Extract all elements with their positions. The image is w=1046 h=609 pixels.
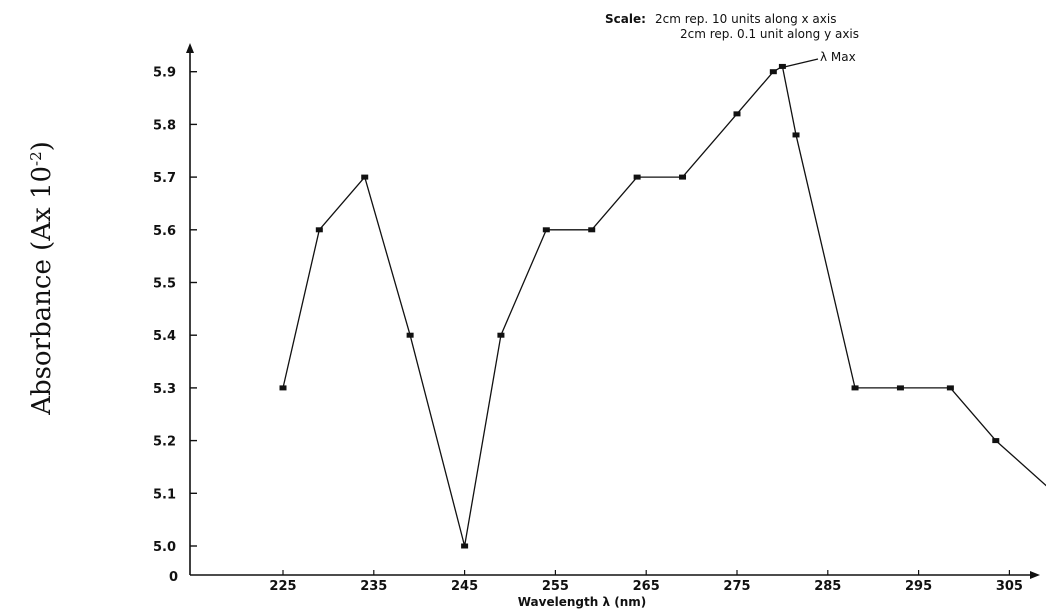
data-point	[406, 332, 414, 338]
scale-label: Scale:	[605, 12, 646, 26]
scale-line-x: 2cm rep. 10 units along x axis	[655, 12, 836, 26]
x-tick-label: 255	[542, 579, 569, 594]
y-axis-arrow	[186, 43, 194, 53]
y-tick-label: 5.2	[153, 435, 176, 450]
scale-line-y: 2cm rep. 0.1 unit along y axis	[680, 27, 859, 41]
lambda-max-pointer	[779, 58, 819, 69]
data-point	[279, 385, 287, 391]
y-axis-title: Absorbance (Ax 10-2)	[27, 141, 57, 416]
data-point	[679, 174, 687, 180]
y-tick-label: 5.9	[153, 66, 176, 81]
x-tick-label: 225	[269, 579, 296, 594]
data-point	[778, 63, 786, 69]
axes	[186, 43, 1040, 579]
data-point	[497, 332, 505, 338]
y-tick-label: 5.0	[153, 540, 176, 555]
x-tick-label: 275	[723, 579, 750, 594]
data-point	[361, 174, 369, 180]
data-point	[896, 385, 904, 391]
x-tick-label: 305	[996, 579, 1023, 594]
data-point	[461, 543, 469, 549]
y-tick-label: 5.6	[153, 224, 176, 239]
x-tick-label: 245	[451, 579, 478, 594]
y-tick-label: 5.8	[153, 118, 176, 133]
data-point	[633, 174, 641, 180]
data-point	[946, 385, 954, 391]
data-point	[769, 69, 777, 75]
origin-label: 0	[169, 570, 178, 585]
x-axis-arrow	[1030, 571, 1040, 579]
data-series	[279, 63, 1046, 549]
x-tick-label: 235	[360, 579, 387, 594]
data-point	[792, 132, 800, 138]
data-point	[851, 385, 859, 391]
series-line	[282, 65, 1046, 547]
lambda-max-label: λ Max	[820, 50, 856, 64]
y-tick-label: 5.7	[153, 171, 176, 186]
x-tick-label: 295	[905, 579, 932, 594]
data-point	[542, 227, 550, 233]
y-tick-label: 5.1	[153, 487, 176, 502]
x-tick-label: 265	[633, 579, 660, 594]
ticks: 5.0 5.1 5.2 5.3 5.4 5.5 5.6 5.7 5.8 5.9 225 235 245 2…	[153, 66, 1023, 594]
data-point	[733, 111, 741, 117]
data-point	[588, 227, 596, 233]
x-axis-title: Wavelength λ (nm)	[518, 595, 647, 609]
y-tick-label: 5.3	[153, 382, 176, 397]
data-point	[315, 227, 323, 233]
y-tick-label: 5.5	[153, 277, 176, 292]
y-tick-label: 5.4	[153, 329, 176, 344]
x-tick-label: 285	[814, 579, 841, 594]
data-point	[992, 438, 1000, 444]
